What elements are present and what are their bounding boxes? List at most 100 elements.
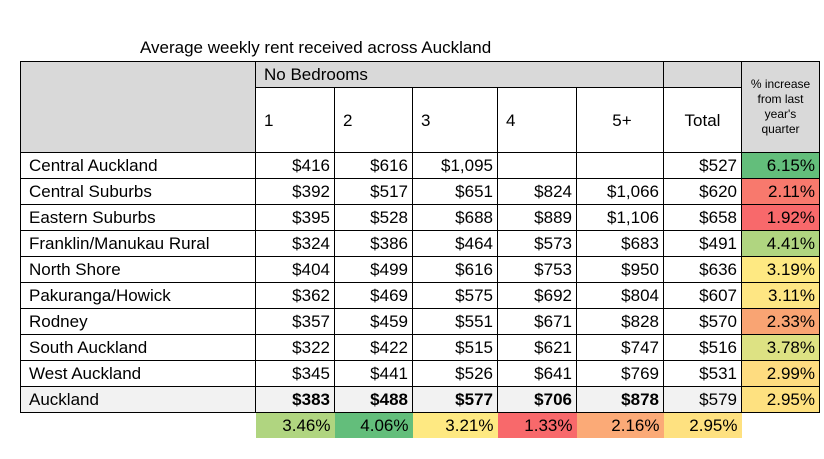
rent-cell: $621 [497,334,577,361]
region-name: North Shore [20,256,256,283]
rent-cell: $688 [412,204,498,231]
table-row: North Shore $404 $499 $616 $753 $950 $636 3.19% [20,256,820,283]
column-header-row: 1 2 3 4 5+ Total [21,87,820,153]
rent-cell [497,152,577,179]
rent-cell: $469 [334,282,413,309]
footer-pct-cell: 1.33% [497,412,577,438]
total-cell: $491 [663,230,742,257]
table-row: West Auckland $345 $441 $526 $641 $769 $531 2.9… [20,360,820,387]
pct-cell: 3.19% [741,256,820,283]
col-header-5plus: 5+ [576,87,664,153]
total-cell: $620 [663,178,742,205]
rent-cell: $889 [497,204,577,231]
auckland-total-row: Auckland $383 $488 $577 $706 $878 $579 2.95% [20,386,820,413]
group-header-row: No Bedrooms % increase from last year's … [20,61,820,153]
rent-cell: $395 [255,204,335,231]
rent-cell: $357 [255,308,335,335]
pct-cell: 2.33% [741,308,820,335]
rent-cell: $392 [255,178,335,205]
rent-cell: $416 [255,152,335,179]
total-cell: $607 [663,282,742,309]
rent-cell: $683 [576,230,664,257]
rent-cell: $616 [334,152,413,179]
region-name: Auckland [20,386,256,413]
rent-cell: $1,106 [576,204,664,231]
footer-pct-cell: 4.06% [334,412,413,438]
region-name: Central Auckland [20,152,256,179]
rent-cell: $706 [497,386,577,413]
total-cell: $636 [663,256,742,283]
region-name: Rodney [20,308,256,335]
rent-cell: $671 [497,308,577,335]
table-row: Eastern Suburbs $395 $528 $688 $889 $1,106 $65… [20,204,820,231]
rent-cell: $616 [412,256,498,283]
total-cell: $516 [663,334,742,361]
rent-cell: $753 [497,256,577,283]
region-name: Franklin/Manukau Rural [20,230,256,257]
rent-cell: $692 [497,282,577,309]
pct-cell: 2.11% [741,178,820,205]
col-header-3: 3 [412,87,498,153]
rent-cell: $950 [576,256,664,283]
rent-cell: $362 [255,282,335,309]
rent-cell [576,152,664,179]
rent-cell: $804 [576,282,664,309]
pct-cell: 2.95% [741,386,820,413]
rent-cell: $464 [412,230,498,257]
region-name: Central Suburbs [20,178,256,205]
rent-cell: $824 [497,178,577,205]
pct-cell: 3.78% [741,334,820,361]
region-name: Eastern Suburbs [20,204,256,231]
rent-cell: $878 [576,386,664,413]
region-name: Pakuranga/Howick [20,282,256,309]
rent-cell: $488 [334,386,413,413]
rent-cell: $383 [255,386,335,413]
col-header-1: 1 [255,87,335,153]
rent-cell: $1,066 [576,178,664,205]
rent-cell: $459 [334,308,413,335]
total-cell: $570 [663,308,742,335]
region-name: South Auckland [20,334,256,361]
total-cell: $527 [663,152,742,179]
rent-cell: $422 [334,334,413,361]
col-header-total: Total [663,87,742,153]
footer-pct-cell: 2.95% [663,412,742,438]
table-row: Rodney $357 $459 $551 $671 $828 $570 2.33% [20,308,820,335]
rent-cell: $577 [412,386,498,413]
table-row: Franklin/Manukau Rural $324 $386 $464 $573 $6… [20,230,820,257]
col-header-4: 4 [497,87,577,153]
footer-pct-cell: 2.16% [576,412,664,438]
rent-cell: $641 [497,360,577,387]
table-row: South Auckland $322 $422 $515 $621 $747 $516 3.… [20,334,820,361]
footer-spacer [742,413,820,439]
rent-cell: $769 [576,360,664,387]
rent-cell: $515 [412,334,498,361]
rent-table: No Bedrooms % increase from last year's … [20,61,820,438]
rent-cell: $551 [412,308,498,335]
rent-cell: $828 [576,308,664,335]
rent-cell: $517 [334,178,413,205]
table-title: Average weekly rent received across Auck… [140,38,492,57]
pct-header: % increase from last year's quarter [741,61,820,153]
footer-pct-cell: 3.46% [255,412,335,438]
table-row: Pakuranga/Howick $362 $469 $575 $692 $804 $607… [20,282,820,309]
rent-cell: $573 [497,230,577,257]
region-name: West Auckland [20,360,256,387]
total-cell: $658 [663,204,742,231]
total-header-top [663,61,742,88]
rent-cell: $322 [255,334,335,361]
footer-row: 3.46% 4.06% 3.21% 1.33% 2.16% 2.95% [21,412,820,439]
rent-cell: $345 [255,360,335,387]
corner-cell [20,61,256,153]
rent-cell: $575 [412,282,498,309]
pct-cell: 1.92% [741,204,820,231]
rent-cell: $499 [334,256,413,283]
footer-spacer [21,413,256,439]
table-row: Central Auckland $416 $616 $1,095 $527 6.15% [20,152,820,179]
pct-cell: 6.15% [741,152,820,179]
rent-cell: $1,095 [412,152,498,179]
group-header: No Bedrooms [255,61,664,88]
pct-cell: 3.11% [741,282,820,309]
rent-cell: $528 [334,204,413,231]
rent-cell: $526 [412,360,498,387]
